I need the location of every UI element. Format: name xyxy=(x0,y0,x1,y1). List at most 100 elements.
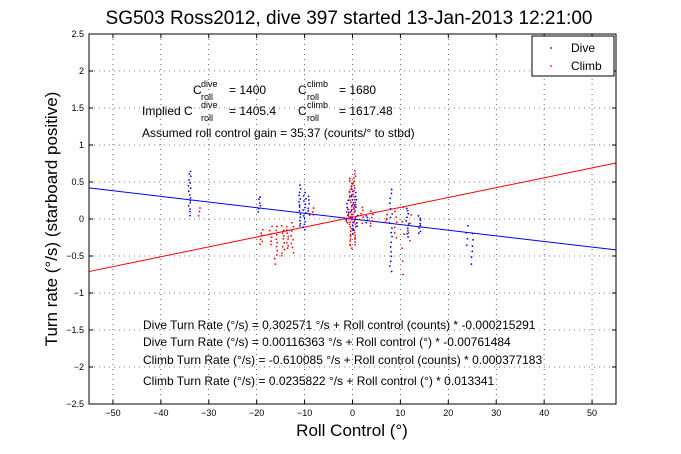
climb-point xyxy=(352,193,355,196)
dive-point xyxy=(189,199,192,202)
y-tick-label: 0.5 xyxy=(71,177,84,187)
climb-point xyxy=(349,199,351,202)
dive-point xyxy=(351,198,354,201)
dive-point xyxy=(466,237,469,240)
climb-point xyxy=(290,221,293,224)
dive-point xyxy=(355,206,357,209)
climb-point xyxy=(353,231,356,234)
climb-point xyxy=(352,182,355,185)
y-tick-label: −0.5 xyxy=(66,251,84,261)
dive-point xyxy=(406,232,408,235)
climb-point xyxy=(275,254,278,256)
climb-point xyxy=(353,203,356,206)
dive-point xyxy=(388,222,391,224)
climb-point xyxy=(199,207,201,209)
dive-point xyxy=(187,184,190,187)
dive-point xyxy=(419,217,422,220)
climb-point xyxy=(361,206,364,209)
climb-point xyxy=(354,234,357,237)
climb-point xyxy=(292,225,295,228)
assumed-gain-text: Assumed roll control gain = 35.37 (count… xyxy=(142,126,415,140)
climb-point xyxy=(348,177,351,180)
dive-point xyxy=(354,191,357,194)
climb-point xyxy=(281,232,284,235)
roll-coefficients: C dive roll = 1400 C climb roll = 1680 I… xyxy=(142,79,415,140)
croll-climb-subscript: roll xyxy=(307,92,319,102)
climb-point xyxy=(349,195,351,197)
climb-point xyxy=(353,180,356,183)
dive-point xyxy=(352,221,354,224)
dive-point xyxy=(299,187,302,190)
dive-point xyxy=(304,203,307,206)
dive-point xyxy=(302,209,305,211)
climb-point xyxy=(276,249,279,252)
dive-point xyxy=(305,197,307,200)
dive-point xyxy=(307,207,310,210)
dive-point xyxy=(298,191,301,194)
dive-point xyxy=(188,173,191,175)
dive-point xyxy=(347,199,350,202)
dive-point xyxy=(366,219,369,222)
dive-point xyxy=(259,196,261,198)
dive-point xyxy=(188,179,190,181)
climb-point xyxy=(402,206,405,209)
climb-point xyxy=(269,233,272,236)
croll-dive-subscript: roll xyxy=(201,92,213,102)
climb-point xyxy=(349,221,351,223)
dive-point xyxy=(188,194,191,196)
legend-climb-label: Climb xyxy=(571,59,602,73)
dive-point xyxy=(303,223,306,226)
dive-point xyxy=(307,210,310,212)
climb-point xyxy=(273,257,276,260)
climb-point xyxy=(275,245,278,248)
climb-point xyxy=(349,233,352,236)
dive-point xyxy=(365,221,368,224)
climb-point xyxy=(395,236,398,239)
climb-point xyxy=(393,231,396,234)
climb-point xyxy=(353,211,355,214)
climb-point xyxy=(281,245,284,248)
climb-point xyxy=(275,233,278,236)
implied-dive-value: = 1405.4 xyxy=(229,104,276,118)
dive-point xyxy=(350,195,353,198)
climb-point xyxy=(282,229,285,232)
climb-point xyxy=(350,227,353,230)
dive-point xyxy=(356,225,359,227)
climb-point xyxy=(270,236,273,239)
fit-equation-dive-counts: Dive Turn Rate (°/s) = 0.302571 °/s + Ro… xyxy=(143,318,536,332)
climb-point xyxy=(369,210,372,212)
dive-point xyxy=(299,222,302,225)
croll-climb-superscript: climb xyxy=(307,79,328,89)
dive-point xyxy=(347,211,350,214)
dive-point xyxy=(307,195,310,198)
dive-point xyxy=(259,204,262,207)
climb-point xyxy=(354,201,357,204)
dive-point xyxy=(418,227,420,229)
climb-point xyxy=(350,218,353,221)
y-axis-label: Turn rate (°/s) (starboard positive) xyxy=(42,92,61,347)
climb-point xyxy=(371,213,374,216)
climb-point xyxy=(349,201,352,204)
climb-point xyxy=(345,220,348,223)
dive-point xyxy=(389,197,392,200)
climb-point xyxy=(353,220,356,223)
y-tick-label: −1 xyxy=(74,288,84,298)
dive-point xyxy=(389,246,392,248)
climb-point xyxy=(281,252,283,255)
climb-point xyxy=(312,207,315,209)
climb-point xyxy=(349,211,352,214)
climb-point xyxy=(354,238,356,241)
dive-point xyxy=(472,238,475,241)
dive-point xyxy=(471,245,474,248)
climb-point xyxy=(349,230,352,232)
climb-point xyxy=(351,204,353,207)
dive-point xyxy=(351,224,354,227)
climb-point xyxy=(347,217,350,220)
climb-point xyxy=(401,260,404,263)
implied-dive-subscript: roll xyxy=(201,113,213,123)
climb-point xyxy=(312,213,315,216)
climb-point xyxy=(276,225,278,228)
x-tick-label: −50 xyxy=(105,408,120,418)
climb-point xyxy=(292,238,295,241)
dive-point xyxy=(390,255,393,258)
